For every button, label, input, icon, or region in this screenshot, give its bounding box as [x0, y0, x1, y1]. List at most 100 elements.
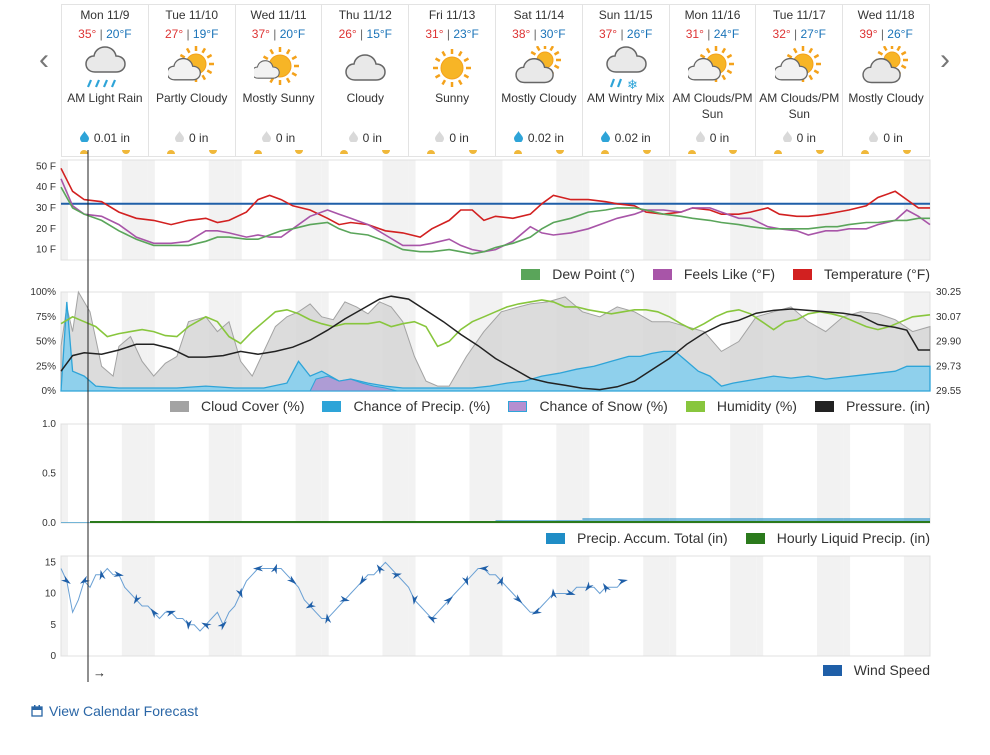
- day-2[interactable]: Wed 11/11 37° | 20°F Mostly Sunny 0 in: [236, 5, 323, 156]
- legend-cloud-cover[interactable]: Cloud Cover (%): [201, 398, 305, 414]
- condition: Partly Cloudy: [156, 91, 228, 105]
- day-label: Tue 11/10: [165, 8, 219, 22]
- legend-snow-chance[interactable]: Chance of Snow (%): [539, 398, 668, 414]
- legend-precip-chance[interactable]: Chance of Precip. (%): [353, 398, 491, 414]
- precip-amount: 0 in: [409, 131, 495, 145]
- wind-night-band: [556, 556, 583, 656]
- cloud-ytick-left: 100%: [30, 287, 56, 298]
- sunrise-icon: [774, 150, 783, 154]
- cloud-night-band: [408, 292, 416, 391]
- precip-night-band: [121, 424, 148, 523]
- condition: AM Clouds/PM Sun: [672, 91, 753, 121]
- cloud-ytick-right: 29.90: [936, 337, 961, 348]
- legend-humidity[interactable]: Humidity (%): [716, 398, 797, 414]
- high-temp: 27°: [164, 27, 184, 41]
- wind-frame: [60, 555, 931, 657]
- wind-night-band: [903, 556, 930, 656]
- view-calendar-label: View Calendar Forecast: [49, 703, 199, 719]
- partly-cloudy-icon: [773, 46, 823, 90]
- cloud-ytick-right: 29.55: [936, 386, 961, 397]
- legend-pressure[interactable]: Pressure. (in): [845, 398, 930, 414]
- day-1[interactable]: Tue 11/10 27° | 19°F Partly Cloudy 0 in: [149, 5, 236, 156]
- legend-dew-point[interactable]: Dew Point (°): [552, 266, 635, 282]
- wind-arrow-shape: [496, 576, 504, 587]
- wind-direction-arrow: [150, 608, 160, 619]
- sunrise-icon: [80, 150, 88, 154]
- sunny-icon: [428, 46, 476, 90]
- wind-night-band: [382, 556, 409, 656]
- day-label: Thu 11/12: [338, 8, 392, 22]
- legend-hourly-liquid[interactable]: Hourly Liquid Precip. (in): [776, 530, 930, 546]
- high-temp: 32°: [772, 27, 791, 41]
- gray-drop-icon: [261, 131, 271, 145]
- wind-direction-arrow: [478, 565, 489, 572]
- series-pressure: [60, 295, 930, 391]
- wind-night-band: [321, 556, 329, 656]
- wind-ytick: 15: [45, 557, 57, 568]
- wind-night-band: [643, 556, 670, 656]
- wind-direction-arrow: [305, 600, 316, 609]
- day-5[interactable]: Sat 11/14 38° | 30°F Mostly Cloudy 0.02 …: [496, 5, 583, 156]
- low-temp: 26°F: [626, 27, 653, 41]
- temp-ytick: 30 F: [36, 203, 56, 214]
- condition: Mostly Cloudy: [501, 91, 577, 105]
- day-temps: 39° | 26°F: [859, 27, 913, 41]
- wind-night-band: [469, 556, 496, 656]
- temp-night-band: [147, 160, 155, 260]
- day-0[interactable]: Mon 11/9 35° | 20°F AM Light Rain 0.01 i…: [62, 5, 149, 156]
- wind-direction-arrow: [496, 576, 504, 587]
- day-temps: 26° | 15°F: [338, 27, 392, 41]
- precip-value: 0 in: [449, 131, 469, 145]
- cloudy-icon: [341, 46, 389, 90]
- low-temp: 20°F: [106, 27, 132, 41]
- sunset-icon: [295, 150, 304, 154]
- legend-feels-like[interactable]: Feels Like (°F): [683, 266, 776, 282]
- wind-direction-arrow: [201, 622, 212, 630]
- day-4[interactable]: Fri 11/13 31° | 23°F Sunny 0 in: [409, 5, 496, 156]
- condition: AM Wintry Mix: [587, 91, 665, 105]
- legend-accum[interactable]: Precip. Accum. Total (in): [577, 530, 728, 546]
- legend-temperature[interactable]: Temperature (°F): [824, 266, 930, 282]
- precip-amount: 0 in: [843, 131, 929, 145]
- sunrise-icon: [166, 150, 175, 154]
- wind-arrow-shape: [201, 622, 212, 630]
- precip-night-band: [556, 424, 583, 523]
- condition: Cloudy: [346, 91, 384, 105]
- sunrise-icon: [340, 150, 349, 154]
- dew-point-swatch: [521, 268, 541, 280]
- wind-bands: [61, 556, 930, 656]
- precip-night-band: [382, 424, 409, 523]
- precip-chance-swatch: [322, 400, 342, 412]
- chevron-left-icon[interactable]: ‹: [39, 43, 49, 76]
- accum-bar: [582, 518, 670, 523]
- chevron-right-icon[interactable]: ›: [940, 43, 950, 76]
- day-7[interactable]: Mon 11/16 31° | 24°F AM Clouds/PM Sun 0 …: [670, 5, 757, 156]
- day-label: Fri 11/13: [428, 8, 476, 22]
- high-temp: 39°: [859, 27, 878, 41]
- view-calendar-link[interactable]: View Calendar Forecast: [31, 703, 198, 719]
- condition: AM Clouds/PM Sun: [759, 91, 840, 121]
- day-8[interactable]: Tue 11/17 32° | 27°F AM Clouds/PM Sun 0 …: [756, 5, 844, 156]
- day-3[interactable]: Thu 11/12 26° | 15°F Cloudy 0 in: [322, 5, 410, 156]
- wind-night-band: [730, 556, 757, 656]
- sunset-icon: [208, 150, 217, 154]
- precip-value: 0 in: [883, 131, 903, 145]
- wind-arrow-shape: [113, 570, 124, 577]
- wind-night-band: [843, 556, 851, 656]
- wind-direction-arrow: [585, 581, 594, 592]
- day-label: Tue 11/17: [772, 8, 826, 22]
- wind-arrow-shape: [99, 569, 106, 581]
- precip-night-band: [903, 424, 930, 523]
- sunrise-icon: [513, 150, 522, 154]
- day-6[interactable]: Sun 11/15 37° | 26°F ❄ AM Wintry Mix 0.0…: [583, 5, 670, 156]
- day-9[interactable]: Wed 11/18 39° | 26°F Mostly Cloudy 0 in: [843, 5, 929, 156]
- series-precip-chance: [60, 301, 931, 392]
- precip-night-band: [843, 424, 851, 523]
- legend-wind[interactable]: Wind Speed: [853, 662, 930, 678]
- day-temps: 38° | 30°F: [512, 27, 566, 41]
- sunrise-icon: [687, 150, 696, 154]
- sunset-icon: [902, 150, 911, 154]
- precip-ytick: 0.5: [42, 469, 56, 480]
- sunset-icon: [816, 150, 825, 154]
- wind-direction-arrow: [339, 595, 350, 602]
